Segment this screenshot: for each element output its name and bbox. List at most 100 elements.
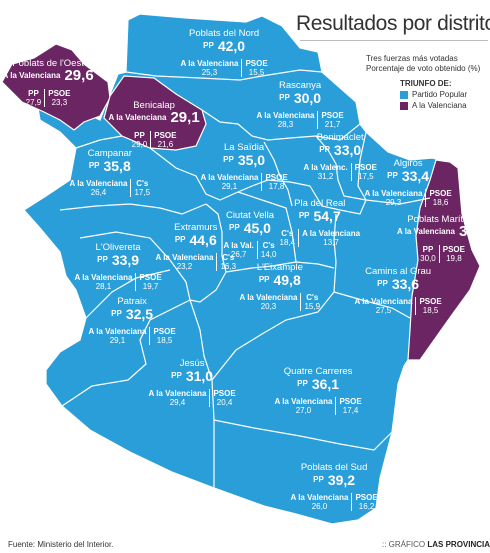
runner-party: C's <box>281 229 294 239</box>
district-label-algiros: Algirós PP 33,4 A la Valenciana 29,3 PSOE 18,6 <box>362 158 455 208</box>
winner-party: PP <box>171 371 182 380</box>
district-name: Campanar <box>87 148 132 159</box>
runner-up-cell: A la Valenciana 20,3 <box>237 293 301 311</box>
runner-up-table: A la Valenciana 27,0 PSOE 17,4 <box>272 397 365 416</box>
winner-percentage: 42,0 <box>217 38 246 54</box>
runner-up-cell: A la Valenciana 13,7 <box>298 229 364 248</box>
runner-party: A la Valenciana <box>148 389 207 399</box>
runner-party: PP <box>134 131 145 141</box>
runner-percentage: 29,0 <box>131 140 148 150</box>
runner-up-cell: C's 16,3 <box>216 253 240 272</box>
runner-up-table: A la Valenciana 29,3 PSOE 18,6 <box>362 189 455 208</box>
district-label-benicalap: Benicalap A la Valenciana 29,1 PP 29,0 PSOE 21… <box>109 100 200 150</box>
runner-up-cell: A la Valenciana 28,1 <box>72 273 136 291</box>
runner-up-table: C's 18,4 A la Valenciana 13,7 <box>277 229 364 248</box>
winner-party: PP <box>298 211 310 220</box>
winner-percentage: 33,6 <box>391 276 420 292</box>
winner-line: PP 33,0 <box>301 143 380 157</box>
runner-percentage: 29,1 <box>109 336 126 346</box>
runner-up-cell: A la Valenciana 27,5 <box>352 297 416 315</box>
runner-up-cell: C's 15,9 <box>300 293 324 312</box>
runner-percentage: 26,4 <box>90 188 107 198</box>
runner-party: PSOE <box>354 163 377 173</box>
graphic-credit: :: GRÁFICO LAS PROVINCIAS <box>382 540 490 549</box>
runner-up-cell: A la Valenc. 31,2 <box>301 163 352 181</box>
runner-up-table: PP 27,9 PSOE 23,3 <box>23 89 74 108</box>
runner-percentage: 25,3 <box>201 68 218 78</box>
legend-swatch-pp <box>400 90 408 99</box>
runner-party: C's <box>262 241 275 251</box>
runner-percentage: 26,0 <box>311 502 328 512</box>
runner-percentage: 21,7 <box>324 120 341 130</box>
runner-percentage: 19,7 <box>142 282 159 292</box>
runner-percentage: 15,9 <box>304 302 321 312</box>
district-name: La Saïdia <box>224 142 265 153</box>
runner-up-table: A la Valenciana 28,1 PSOE 19,7 <box>72 273 165 292</box>
winner-line: PP 30,0 <box>254 91 347 105</box>
runner-up-cell: PSOE 17,5 <box>350 163 380 182</box>
legend-heading: TRIUNFO DE: <box>400 79 452 88</box>
winner-percentage: 33,0 <box>333 142 362 158</box>
district-label-pla-del-real: Pla del Real PP 54,7 C's 18,4 A la Valenciana… <box>277 198 364 248</box>
district-label-extramurs: Extramurs PP 44,6 A la Valenciana 23,2 C's 16,… <box>153 222 240 272</box>
runner-percentage: 17,4 <box>342 406 359 416</box>
runner-party: PSOE <box>153 327 176 337</box>
runner-percentage: 21,6 <box>157 140 174 150</box>
runner-party: PSOE <box>339 397 362 407</box>
district-label-leixample: L'Eixample PP 49,8 A la Valenciana 20,3 C's 15… <box>237 262 324 312</box>
runner-party: A la Valenc. <box>303 163 348 173</box>
runner-party: PSOE <box>245 59 268 69</box>
winner-percentage: 35,8 <box>103 158 131 174</box>
district-name: Algirós <box>393 158 423 169</box>
winner-party: PP <box>313 475 324 484</box>
credit-brand: LAS PROVINCIAS <box>427 540 490 549</box>
runner-percentage: 19,8 <box>446 254 462 264</box>
runner-up-cell: A la Valenciana 28,3 <box>254 111 318 129</box>
runner-percentage: 27,0 <box>295 406 312 416</box>
runner-up-cell: A la Valenciana 27,0 <box>272 397 336 415</box>
runner-party: A la Valenciana <box>354 297 413 307</box>
runner-up-table: A la Valenciana 27,5 PSOE 18,5 <box>352 297 445 316</box>
runner-percentage: 29,4 <box>169 398 186 408</box>
runner-percentage: 29,3 <box>385 198 402 208</box>
runner-percentage: 27,5 <box>375 306 392 316</box>
runner-percentage: 16,3 <box>220 262 237 272</box>
runner-up-cell: PSOE 16,2 <box>351 493 381 512</box>
winner-line: PP 42,0 <box>178 39 271 53</box>
runner-party: PSOE <box>154 131 177 141</box>
runner-party: PSOE <box>48 89 71 99</box>
runner-up-cell: C's 14,0 <box>256 241 280 260</box>
winner-party: PP <box>97 255 108 264</box>
legend-item-valenciana: A la Valenciana <box>400 101 467 110</box>
runner-percentage: 23,3 <box>51 98 68 108</box>
winner-line: PP 35,0 <box>198 153 291 167</box>
winner-line: PP 33,6 <box>352 277 445 291</box>
runner-party: PP <box>422 245 434 255</box>
district-label-poblats-nord: Poblats del Nord PP 42,0 A la Valenciana 25,… <box>178 28 271 78</box>
district-name: L'Eixample <box>256 262 303 273</box>
district-label-la-saidia: La Saïdia PP 35,0 A la Valenciana 29,1 PSOE 17… <box>198 142 291 192</box>
winner-percentage: 44,6 <box>189 232 217 248</box>
runner-percentage: 15,5 <box>248 68 265 78</box>
winner-line: PP 31,0 <box>146 369 239 383</box>
runner-percentage: 28,3 <box>277 120 294 130</box>
source-note: Fuente: Ministerio del Interior. <box>8 540 114 549</box>
runner-party: A la Valenciana <box>88 327 147 337</box>
runner-party: A la Valenciana <box>302 229 361 239</box>
runner-percentage: 17,8 <box>268 182 285 192</box>
runner-up-table: A la Valenciana 26,4 C's 17,5 <box>67 179 154 198</box>
runner-up-cell: PSOE 17,4 <box>335 397 365 416</box>
runner-up-table: PP 29,0 PSOE 21,6 <box>129 131 180 150</box>
runner-party: PSOE <box>355 493 378 503</box>
district-name: Quatre Carreres <box>283 366 353 377</box>
runner-up-cell: PSOE 18,5 <box>415 297 445 316</box>
winner-line: PP 35,8 <box>67 159 154 173</box>
runner-up-table: PP 30,0 PSOE 19,8 <box>417 245 468 264</box>
runner-party: A la Valenciana <box>364 189 423 199</box>
runner-party: PSOE <box>442 245 465 255</box>
runner-up-table: A la Valenciana 29,1 PSOE 17,8 <box>198 173 291 192</box>
runner-up-table: A la Valenciana 25,3 PSOE 15,5 <box>178 59 271 78</box>
runner-up-cell: C's 18,4 <box>277 229 299 247</box>
runner-up-table: A la Valenciana 29,4 PSOE 20,4 <box>146 389 239 408</box>
runner-percentage: 17,5 <box>134 188 151 198</box>
